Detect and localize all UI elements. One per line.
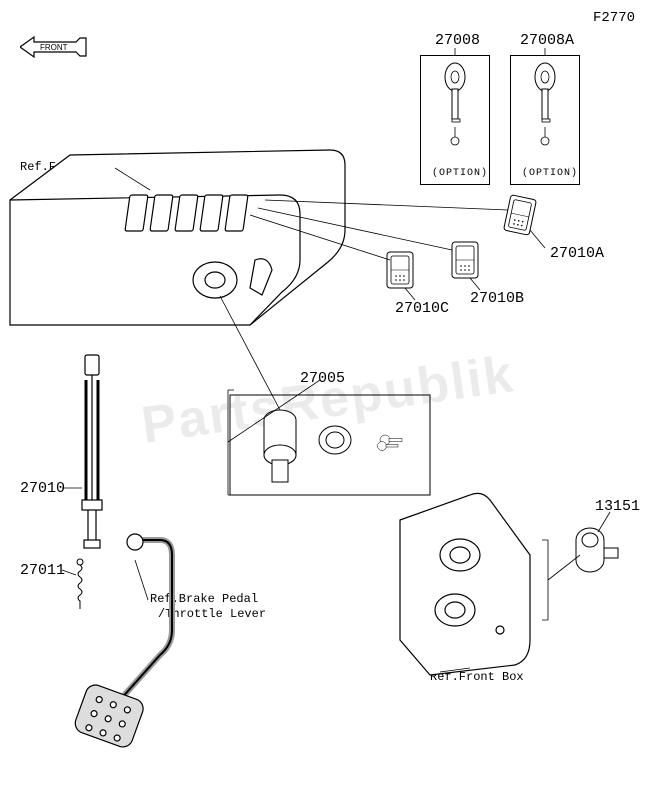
diagram-code: F2770 <box>593 10 635 26</box>
key-option-box-1 <box>420 55 490 185</box>
rocker-switch-b <box>452 242 478 278</box>
brake-spring <box>77 559 83 609</box>
ref-front-box-1: Ref.Front Box <box>20 160 114 174</box>
parts-diagram: PartsRepublik FRONT F2770 27008 27008A (… <box>0 0 655 800</box>
callout-27010B: 27010B <box>470 290 524 307</box>
rocker-switch-a <box>504 195 537 236</box>
callout-27005: 27005 <box>300 370 345 387</box>
option-label-1: (OPTION) <box>432 168 488 179</box>
ref-throttle-lever: /Throttle Lever <box>158 607 266 621</box>
brake-pedal <box>72 534 172 750</box>
front-label: FRONT <box>40 43 68 52</box>
callout-27008: 27008 <box>435 32 480 49</box>
front-direction-indicator: FRONT <box>20 35 90 65</box>
brake-switch-wire <box>82 355 102 548</box>
callout-13151: 13151 <box>595 498 640 515</box>
power-socket <box>576 528 618 572</box>
front-box-lower <box>400 493 530 675</box>
callout-27010: 27010 <box>20 480 65 497</box>
rocker-switch-c <box>387 252 413 288</box>
callout-27008A: 27008A <box>520 32 574 49</box>
callout-27010C: 27010C <box>395 300 449 317</box>
ref-brake-pedal: Ref.Brake Pedal <box>150 592 258 606</box>
callout-27011: 27011 <box>20 562 65 579</box>
watermark-text: PartsRepublik <box>137 344 517 456</box>
key-option-box-2 <box>510 55 580 185</box>
callout-27010A: 27010A <box>550 245 604 262</box>
ignition-assy-box <box>230 395 430 495</box>
option-label-2: (OPTION) <box>522 168 578 179</box>
ignition-switch-assy <box>264 410 402 482</box>
ref-front-box-2: Ref.Front Box <box>430 670 524 684</box>
dashboard-panel <box>10 150 345 325</box>
